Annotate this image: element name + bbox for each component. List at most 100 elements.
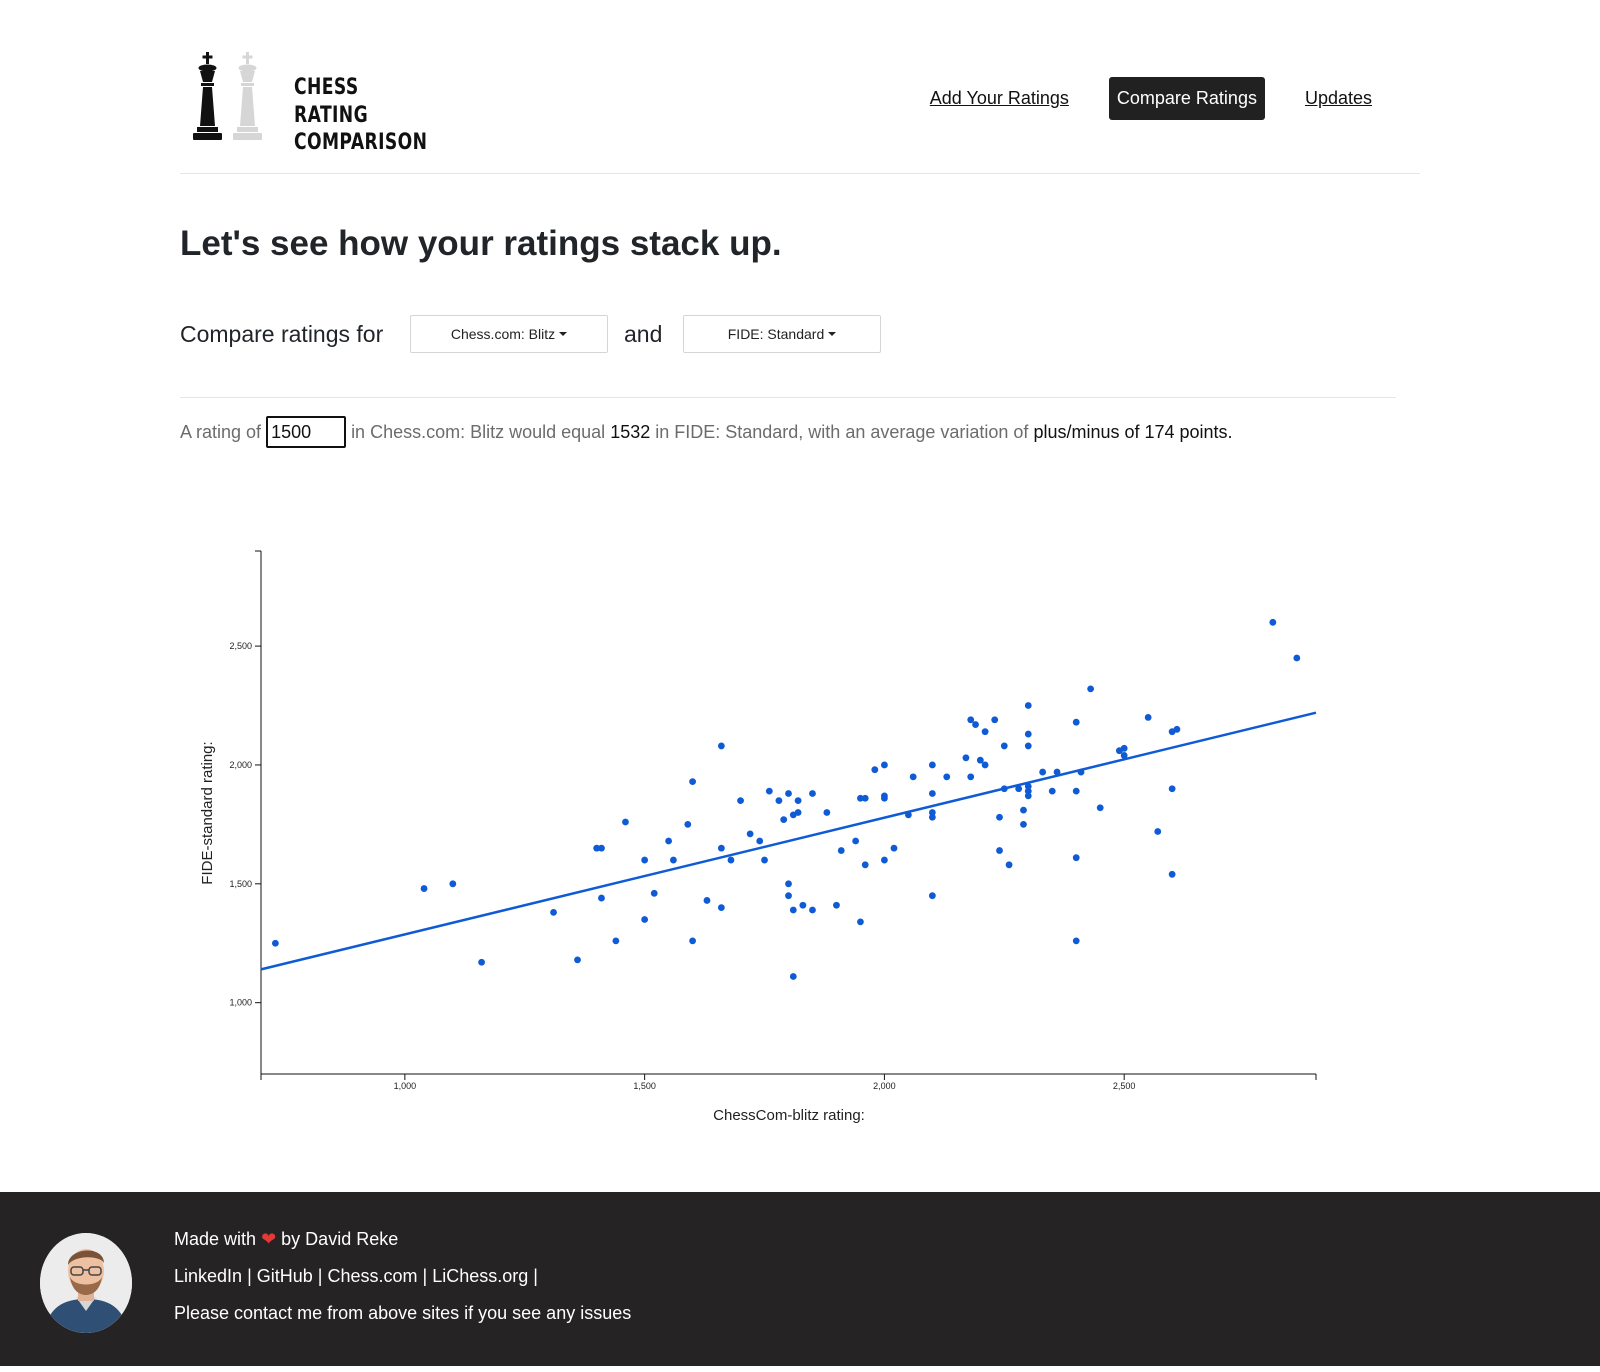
data-point	[928, 892, 936, 900]
data-point	[1144, 714, 1152, 721]
and-label: and	[624, 321, 663, 347]
data-point	[1039, 768, 1047, 776]
nav-updates[interactable]: Updates	[1304, 88, 1372, 108]
data-point	[967, 716, 975, 724]
data-point	[1024, 787, 1032, 795]
data-point	[861, 861, 869, 869]
data-point	[1005, 861, 1013, 869]
rating-input[interactable]	[266, 416, 347, 448]
footer-text: Made with ❤ by David Reke LinkedIn | Git…	[174, 1229, 631, 1340]
link-separator: |	[417, 1266, 433, 1286]
data-point	[809, 790, 816, 797]
chesscom-link[interactable]: Chess.com	[327, 1266, 418, 1286]
data-point	[809, 906, 816, 914]
linkedin-link[interactable]: LinkedIn	[174, 1266, 243, 1286]
chess-kings-icon	[193, 52, 262, 140]
data-point	[1072, 937, 1080, 945]
data-point	[962, 754, 970, 762]
data-point	[641, 916, 649, 923]
data-point	[943, 773, 951, 781]
logo-line: RATING	[294, 102, 369, 128]
site-header: CHESS RATING COMPARISON Add Your Ratings…	[180, 40, 1420, 174]
nav-compare-ratings[interactable]: Compare Ratings	[1108, 77, 1265, 120]
footer-credit: Made with ❤ by David Reke	[174, 1229, 631, 1266]
data-point	[717, 742, 725, 750]
result-suffix: in FIDE: Standard, with an average varia…	[655, 421, 1029, 442]
trend-line	[260, 711, 1317, 971]
lichess-link[interactable]: LiChess.org	[432, 1266, 529, 1286]
link-separator: |	[312, 1266, 328, 1286]
data-point	[478, 958, 485, 966]
equivalent-rating: 1532	[610, 421, 651, 442]
x-tick-label: 1,500	[633, 1081, 656, 1091]
data-point	[928, 813, 936, 821]
section-divider	[180, 397, 1396, 398]
result-prefix: A rating of	[180, 421, 262, 442]
data-point	[909, 773, 917, 781]
y-tick-label: 1,500	[229, 879, 252, 889]
result-mid: in Chess.com: Blitz would equal	[351, 421, 606, 442]
data-point	[271, 939, 279, 947]
data-point	[665, 837, 673, 845]
data-point	[928, 790, 936, 797]
data-point	[761, 856, 768, 864]
data-point	[871, 766, 879, 774]
data-point	[689, 778, 696, 785]
data-point	[598, 894, 605, 902]
data-point	[1087, 685, 1095, 693]
data-point	[861, 794, 869, 802]
data-point	[1000, 785, 1008, 793]
data-point	[449, 880, 457, 888]
author-avatar	[40, 1233, 132, 1333]
data-point	[641, 856, 649, 864]
data-point	[996, 847, 1003, 854]
rating-source-a-dropdown[interactable]: Chess.com: Blitz	[410, 315, 608, 353]
data-point	[904, 811, 912, 819]
result-sentence: A rating of in Chess.com: Blitz would eq…	[180, 416, 1233, 448]
data-point	[881, 856, 888, 864]
data-point	[1293, 654, 1301, 662]
data-point	[670, 856, 677, 864]
main-nav: Add Your Ratings Compare Ratings Updates	[930, 77, 1372, 120]
data-point	[823, 809, 831, 816]
y-tick-label: 2,000	[229, 760, 252, 770]
data-point	[928, 761, 936, 769]
data-point	[785, 892, 792, 900]
credit-suffix: by David Reke	[281, 1229, 399, 1249]
link-separator: |	[528, 1266, 538, 1286]
credit-prefix: Made with	[174, 1229, 257, 1249]
data-point	[857, 794, 864, 802]
data-point	[1015, 785, 1023, 793]
x-axis-label: ChessCom-blitz rating:	[713, 1107, 865, 1124]
data-point	[1072, 854, 1080, 862]
data-point	[785, 880, 792, 888]
x-tick-label: 2,500	[1113, 1081, 1136, 1091]
data-point	[1154, 828, 1162, 835]
data-point	[775, 797, 783, 805]
data-point	[996, 813, 1003, 821]
chart-points-group	[271, 618, 1301, 980]
data-point	[881, 761, 888, 769]
data-point	[928, 809, 936, 816]
y-tick-label: 2,500	[229, 641, 252, 651]
data-point	[1077, 768, 1085, 776]
data-point	[1269, 618, 1277, 626]
data-point	[785, 790, 792, 797]
data-point	[1120, 744, 1128, 752]
data-point	[689, 937, 696, 945]
nav-add-your-ratings[interactable]: Add Your Ratings	[929, 88, 1069, 108]
dropdown-b-label: FIDE: Standard	[727, 326, 825, 342]
data-point	[1053, 768, 1061, 776]
data-point	[967, 773, 975, 781]
site-footer: Made with ❤ by David Reke LinkedIn | Git…	[0, 1192, 1600, 1366]
data-point	[1120, 752, 1128, 759]
data-point	[1020, 820, 1027, 828]
data-point	[976, 756, 984, 764]
rating-source-b-dropdown[interactable]: FIDE: Standard	[683, 315, 881, 353]
site-logo[interactable]: CHESS RATING COMPARISON	[190, 52, 427, 155]
link-separator: |	[242, 1266, 257, 1286]
github-link[interactable]: GitHub	[256, 1266, 313, 1286]
footer-contact: Please contact me from above sites if yo…	[174, 1303, 632, 1323]
compare-label: Compare ratings for	[180, 321, 384, 347]
x-tick-label: 1,000	[394, 1081, 417, 1091]
